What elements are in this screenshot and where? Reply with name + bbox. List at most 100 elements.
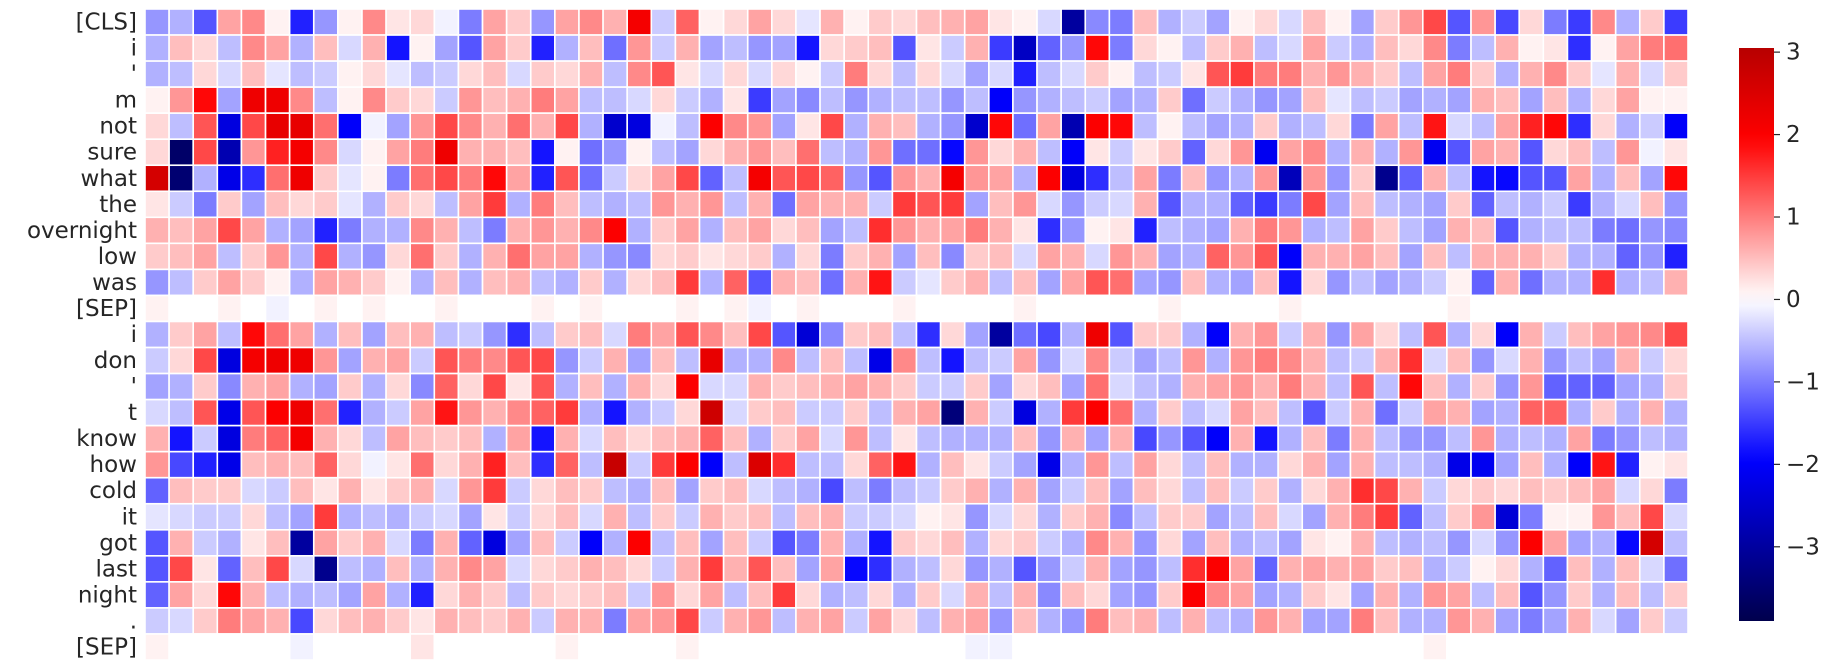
heatmap-cell [1301,190,1328,219]
heatmap-cell [1590,268,1617,297]
heatmap-cell [915,424,942,453]
heatmap-cell [988,216,1014,245]
heatmap-cell [795,450,821,479]
heatmap-cell [1663,320,1689,349]
heatmap-cell [988,424,1014,453]
heatmap-cell [288,268,315,297]
heatmap-cell [1012,633,1038,661]
heatmap-cell [1084,268,1111,297]
heatmap-cell [264,346,291,375]
heatmap-cell [312,502,339,531]
heatmap-cell [1542,607,1569,635]
heatmap-cell [1614,581,1641,609]
heatmap-cell [1421,424,1448,453]
heatmap-cell [409,502,436,531]
heatmap-cell [674,476,701,505]
heatmap-cell [578,60,604,88]
heatmap-cell [1421,164,1448,193]
heatmap-cell [1253,190,1279,219]
heatmap-cell [891,450,918,479]
heatmap-cell [433,372,460,401]
heatmap-cell [1301,346,1328,375]
heatmap-cell [1156,216,1183,245]
heatmap-cell [505,112,532,141]
heatmap-cell [698,581,725,609]
heatmap-cell [1518,60,1545,88]
heatmap-cell [216,60,243,88]
heatmap-cell [1036,528,1062,557]
heatmap-cell [1638,60,1665,88]
heatmap-cell [1156,528,1183,557]
heatmap-cell [891,528,918,557]
heatmap-cell [1518,34,1545,62]
heatmap-cell [433,398,460,427]
heatmap-cell [1446,398,1472,427]
heatmap-cell [312,112,339,141]
heatmap-cell [674,60,701,88]
heatmap-cell [264,450,291,479]
heatmap-cell [1108,502,1135,531]
heatmap-cell [1229,398,1255,427]
heatmap-cell [1325,34,1352,62]
heatmap-cell [1373,242,1400,271]
heatmap-cell [216,86,243,114]
heatmap-cell [1590,216,1617,245]
heatmap-cell [1421,190,1448,219]
heatmap-cell [240,607,267,635]
heatmap-cell [1542,216,1569,245]
heatmap-cell [385,86,412,114]
heatmap-cell [1494,138,1521,167]
heatmap-cell [1518,450,1545,479]
heatmap-cell [433,294,460,323]
heatmap-cell [1494,216,1521,245]
heatmap-cell [578,581,604,609]
heatmap-cell [1470,320,1496,349]
heatmap-cell [457,86,484,114]
heatmap-cell [1566,216,1593,245]
heatmap-cell [192,424,219,453]
heatmap-cell [192,216,219,245]
heatmap-cell [1060,86,1087,114]
heatmap-cell [1132,190,1159,219]
heatmap-cell [192,34,219,62]
heatmap-cell [1397,294,1424,323]
heatmap-cell [722,528,749,557]
heatmap-cell [481,34,508,62]
heatmap-cell [264,528,291,557]
heatmap-cell [578,450,604,479]
heatmap-cell [1132,320,1159,349]
heatmap-cell [1566,294,1593,323]
heatmap-cell [674,346,701,375]
heatmap-cell [1349,8,1376,36]
heatmap-cell [361,581,387,609]
heatmap-cell [1638,555,1665,583]
heatmap-cell [1446,8,1472,36]
heatmap-cell [168,528,195,557]
heatmap-cell [1446,86,1472,114]
heatmap-cell [337,242,363,271]
heatmap-cell [312,398,339,427]
heatmap-cell [529,633,556,661]
heatmap-cell [1132,60,1159,88]
heatmap-cell [1012,398,1038,427]
heatmap-cell [1373,216,1400,245]
heatmap-cell [1301,86,1328,114]
heatmap-cell [240,372,267,401]
heatmap-cell [1108,138,1135,167]
heatmap-cell [1229,138,1255,167]
heatmap-cell [1542,502,1569,531]
heatmap-cell [771,476,797,505]
heatmap-cell [1301,424,1328,453]
row-label: . [130,608,137,634]
heatmap-cell [433,8,460,36]
heatmap-cell [988,294,1014,323]
heatmap-cell [264,372,291,401]
heatmap-cell [1494,555,1521,583]
heatmap-cell [1253,242,1279,271]
heatmap-cell [939,242,966,271]
heatmap-cell [1180,164,1207,193]
heatmap-cell [698,34,725,62]
heatmap-cell [1253,268,1279,297]
heatmap-cell [457,633,484,661]
